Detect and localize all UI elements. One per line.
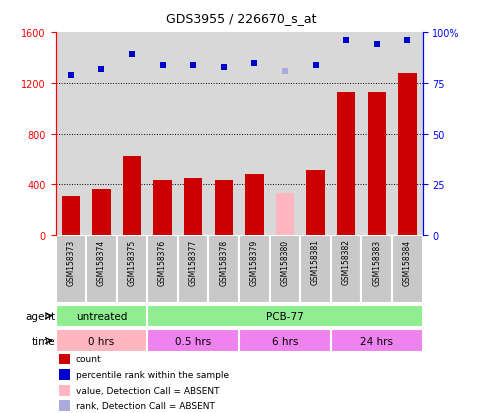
Text: GSM158384: GSM158384 [403, 239, 412, 285]
Text: GSM158377: GSM158377 [189, 239, 198, 285]
Bar [306, 171, 325, 235]
Text: 6 hrs: 6 hrs [272, 336, 298, 346]
Bar [337, 93, 355, 235]
Bar [56, 330, 147, 352]
Bar [59, 401, 70, 411]
Bar [331, 235, 361, 304]
Bar [300, 235, 331, 304]
Bar [331, 330, 423, 352]
Text: PCB-77: PCB-77 [266, 311, 304, 321]
Bar [62, 196, 80, 235]
Text: rank, Detection Call = ABSENT: rank, Detection Call = ABSENT [76, 401, 214, 410]
Bar [214, 181, 233, 235]
Text: GSM158375: GSM158375 [128, 239, 137, 285]
Text: GSM158381: GSM158381 [311, 239, 320, 285]
Bar [59, 385, 70, 396]
Bar [270, 235, 300, 304]
Text: time: time [32, 336, 56, 346]
Bar [147, 305, 423, 327]
Bar [56, 235, 86, 304]
Text: GSM158383: GSM158383 [372, 239, 381, 285]
Bar [147, 330, 239, 352]
Bar [178, 235, 209, 304]
Bar [147, 235, 178, 304]
Text: GSM158380: GSM158380 [281, 239, 289, 285]
Bar [56, 305, 147, 327]
Text: value, Detection Call = ABSENT: value, Detection Call = ABSENT [76, 386, 219, 395]
Bar [154, 181, 172, 235]
Bar [361, 235, 392, 304]
Bar [123, 157, 141, 235]
Bar [117, 235, 147, 304]
Bar [368, 93, 386, 235]
Bar [239, 330, 331, 352]
Bar [184, 178, 202, 235]
Bar [276, 194, 294, 235]
Bar [392, 235, 423, 304]
Bar [239, 235, 270, 304]
Text: percentile rank within the sample: percentile rank within the sample [76, 370, 229, 379]
Text: GSM158373: GSM158373 [66, 239, 75, 285]
Text: GSM158374: GSM158374 [97, 239, 106, 285]
Text: agent: agent [26, 311, 56, 321]
Bar [86, 235, 117, 304]
Text: 0.5 hrs: 0.5 hrs [175, 336, 212, 346]
Bar [92, 190, 111, 235]
Bar [398, 74, 416, 235]
Bar [209, 235, 239, 304]
Text: GSM158376: GSM158376 [158, 239, 167, 285]
Text: GSM158382: GSM158382 [341, 239, 351, 285]
Text: untreated: untreated [76, 311, 127, 321]
Text: GSM158379: GSM158379 [250, 239, 259, 285]
Text: 24 hrs: 24 hrs [360, 336, 393, 346]
Text: 0 hrs: 0 hrs [88, 336, 114, 346]
Bar [59, 354, 70, 365]
Bar [245, 175, 264, 235]
Bar [59, 369, 70, 380]
Text: GSM158378: GSM158378 [219, 239, 228, 285]
Text: GDS3955 / 226670_s_at: GDS3955 / 226670_s_at [166, 12, 317, 25]
Text: count: count [76, 355, 101, 363]
